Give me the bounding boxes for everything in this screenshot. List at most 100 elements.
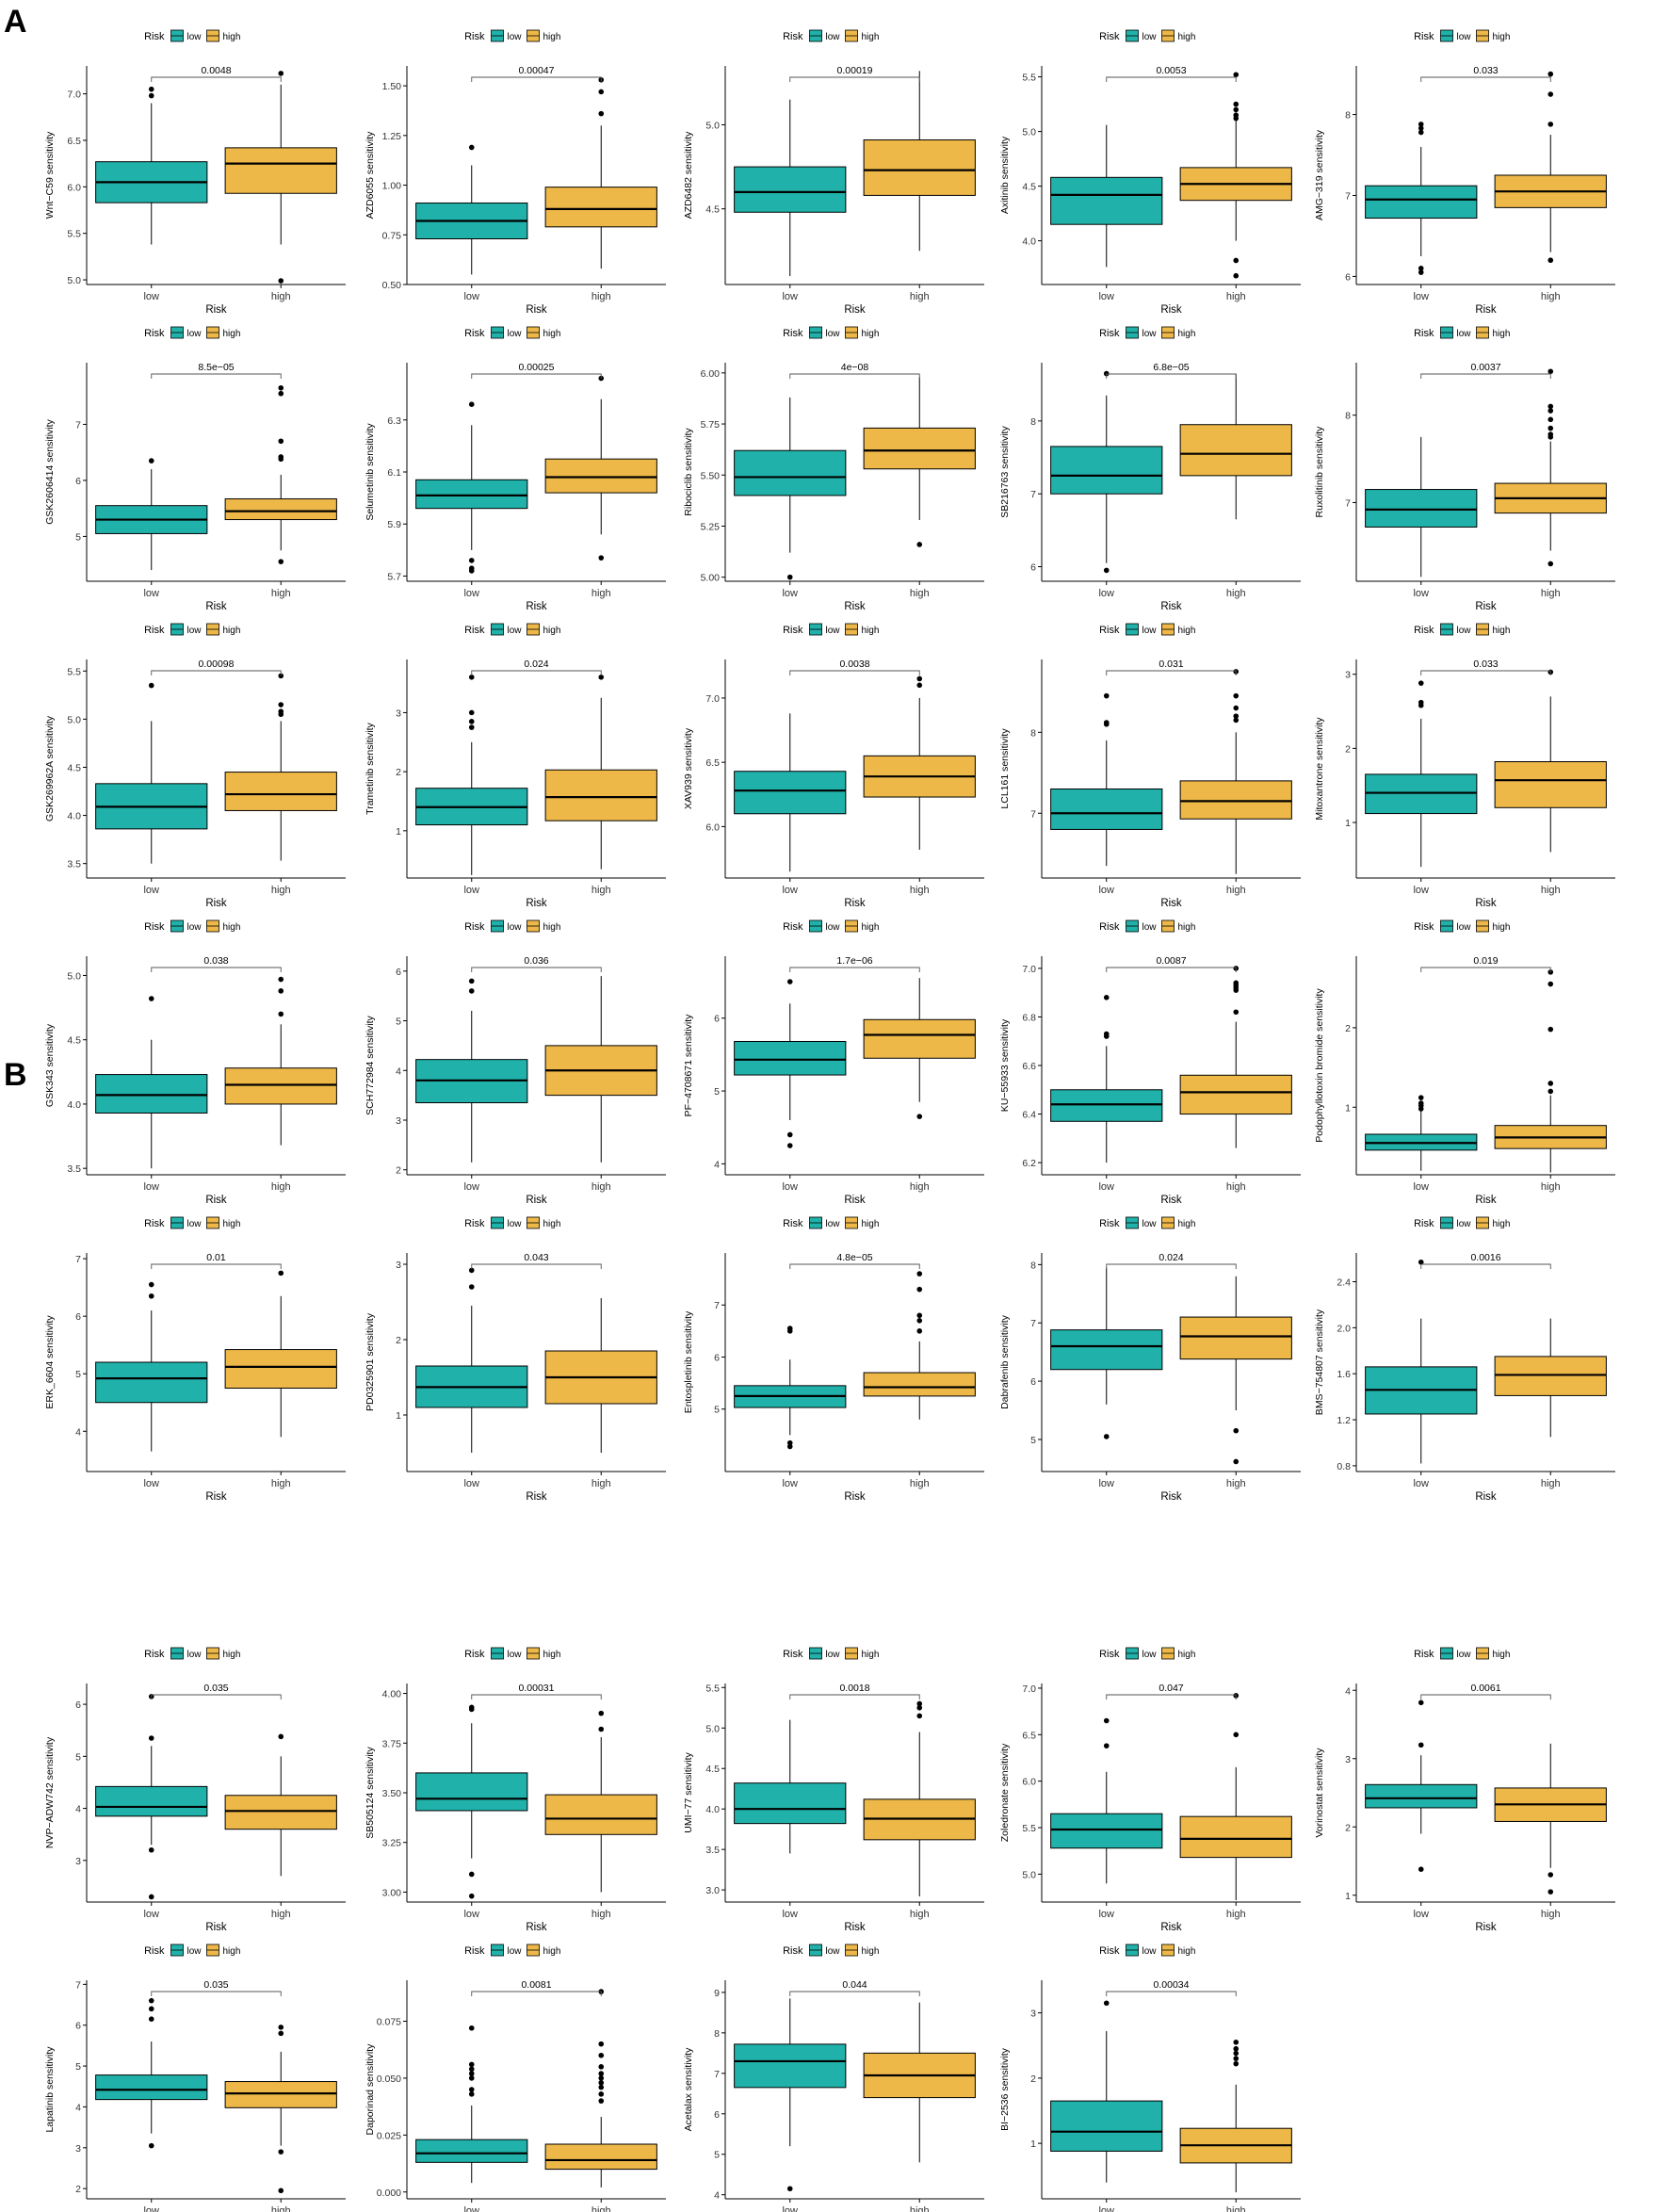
iqr-box	[224, 772, 337, 811]
x-axis-label: Risk	[1160, 1491, 1182, 1503]
x-tick-label-high: high	[271, 885, 291, 896]
outlier-point	[468, 1706, 475, 1713]
boxplot-18: Risk low high 4 5 6 PF−4708671 sensitivity low h…	[683, 919, 984, 1206]
y-tick-label: 4.5	[705, 204, 720, 216]
legend-low-label: low	[508, 1946, 523, 1957]
outlier-point	[916, 1271, 923, 1277]
x-tick-label-low: low	[1413, 1909, 1429, 1920]
x-tick-label-low: low	[1098, 1478, 1114, 1489]
iqr-box	[734, 1040, 847, 1076]
y-axis-label: SB216763 sensitivity	[999, 426, 1011, 518]
y-tick-label: 1	[1345, 818, 1351, 829]
x-tick-label-high: high	[1541, 588, 1561, 599]
significance-bracket	[1106, 1991, 1237, 1996]
y-tick-label: 4	[1345, 1685, 1351, 1697]
outlier-point	[1418, 1095, 1424, 1100]
p-value-label: 0.033	[1473, 65, 1498, 76]
box-low	[734, 713, 847, 872]
y-axis-label: Ruxolitinib sensitivity	[1314, 426, 1325, 518]
box-low	[734, 1998, 847, 2192]
legend-high-label: high	[862, 626, 880, 636]
y-tick-label: 5	[75, 531, 81, 543]
x-tick-label-low: low	[143, 588, 159, 599]
outlier-point	[916, 1700, 923, 1707]
y-axis-label: Dabrafenib sensitivity	[999, 1314, 1011, 1409]
significance-bracket	[1420, 1263, 1551, 1269]
y-axis-label: PD0325901 sensitivity	[365, 1312, 376, 1411]
outlier-point	[468, 568, 475, 574]
legend-low-label: low	[1142, 626, 1158, 636]
p-value-label: 0.0038	[839, 659, 869, 670]
outlier-point	[916, 682, 923, 689]
x-axis-label: Risk	[1160, 1195, 1182, 1206]
legend-high-label: high	[1493, 1650, 1511, 1660]
legend-high-label: high	[223, 922, 241, 933]
box-low	[1050, 1267, 1163, 1439]
x-tick-label-high: high	[591, 588, 611, 599]
outlier-point	[1103, 721, 1110, 727]
p-value-label: 0.00047	[519, 65, 555, 76]
p-value-label: 0.0087	[1156, 955, 1186, 967]
box-low	[415, 144, 528, 275]
significance-bracket	[471, 967, 602, 972]
boxplot-4: Risk low high 4.0 4.5 5.0 5.5 Axitinib sensitiv…	[999, 29, 1301, 316]
box-low	[415, 1267, 528, 1453]
outlier-point	[1418, 1106, 1424, 1112]
box-high	[544, 675, 657, 870]
y-axis-label: AZD6482 sensitivity	[683, 131, 694, 220]
y-tick-label: 5.00	[701, 573, 721, 584]
p-value-label: 0.031	[1159, 659, 1183, 670]
y-tick-label: 7	[1345, 497, 1351, 509]
box-high	[224, 1733, 337, 1877]
outlier-point	[278, 702, 284, 708]
y-axis-label: XAV939 sensitivity	[683, 727, 694, 809]
boxplot-3: Risk low high 4.5 5.0 AZD6482 sensitivity low h…	[683, 29, 984, 316]
y-tick-label: 4.5	[705, 1764, 720, 1775]
x-tick-label-high: high	[910, 588, 930, 599]
boxplot-21: Risk low high 4 5 6 7 ERK_6604 sensitivity low hi…	[44, 1216, 346, 1503]
y-tick-label: 3	[396, 1115, 401, 1127]
box-low	[1050, 692, 1163, 867]
legend-title: Risk	[1099, 328, 1120, 339]
box-high	[1179, 1693, 1292, 1901]
outlier-point	[1547, 122, 1554, 127]
y-axis-label: Entospletinib sensitivity	[683, 1310, 694, 1413]
iqr-box	[863, 1018, 976, 1059]
outlier-point	[1233, 1732, 1240, 1738]
x-tick-label-low: low	[463, 588, 479, 599]
y-tick-label: 5.0	[67, 275, 81, 286]
legend-high-label: high	[1178, 1650, 1196, 1660]
box-low	[734, 99, 847, 277]
y-tick-label: 3.0	[705, 1885, 720, 1896]
box-low	[1365, 122, 1478, 275]
legend-low-label: low	[1142, 1219, 1158, 1229]
outlier-point	[468, 978, 475, 984]
boxplot-12: Risk low high 1 2 3 Trametinib sensitivity low h…	[365, 623, 666, 909]
y-tick-label: 4.5	[1022, 182, 1036, 193]
legend-low-label: low	[187, 922, 203, 933]
outlier-point	[916, 1318, 923, 1324]
legend: Risk low high	[1414, 1647, 1511, 1660]
outlier-point	[1103, 1033, 1110, 1039]
legend-title: Risk	[144, 328, 165, 339]
legend-high-label: high	[1178, 329, 1196, 339]
x-tick-label-high: high	[910, 2205, 930, 2212]
y-tick-label: 5.5	[705, 1683, 720, 1694]
legend-title: Risk	[783, 625, 803, 636]
boxplot-15: Risk low high 1 2 3 Mitoxantrone sensitivity lo…	[1314, 623, 1615, 909]
outlier-point	[1547, 408, 1554, 414]
outlier-point	[148, 1997, 154, 2004]
box-low	[734, 397, 847, 580]
boxplot-26: Risk low high 3 4 5 6 NVP−ADW742 sensitivity low…	[44, 1647, 346, 1933]
y-tick-label: 5.0	[67, 714, 81, 725]
y-tick-label: 7.0	[705, 693, 720, 705]
x-axis-label: Risk	[526, 898, 547, 909]
box-high	[224, 673, 337, 861]
y-tick-label: 5	[396, 1017, 401, 1028]
y-tick-label: 1.6	[1337, 1369, 1351, 1380]
x-tick-label-high: high	[271, 1478, 291, 1489]
y-tick-label: 2	[396, 767, 401, 778]
box-low	[95, 86, 208, 245]
